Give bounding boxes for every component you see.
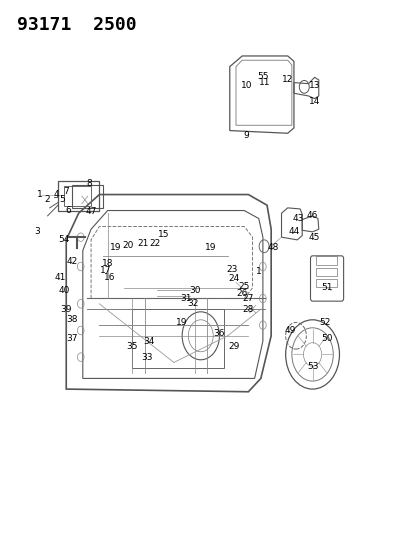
Text: 18: 18 bbox=[102, 260, 113, 268]
Text: 17: 17 bbox=[100, 266, 111, 275]
Text: 52: 52 bbox=[318, 318, 330, 327]
Text: 29: 29 bbox=[228, 342, 239, 351]
Text: 46: 46 bbox=[306, 212, 318, 220]
Text: 9: 9 bbox=[243, 132, 249, 140]
Text: 5: 5 bbox=[59, 196, 65, 204]
Text: 35: 35 bbox=[126, 342, 138, 351]
Text: 1: 1 bbox=[255, 268, 261, 276]
Bar bbox=[132, 309, 223, 368]
Text: 26: 26 bbox=[236, 289, 247, 297]
Text: 37: 37 bbox=[66, 334, 78, 343]
Text: 8: 8 bbox=[86, 180, 92, 188]
Text: 47: 47 bbox=[85, 207, 97, 216]
Text: 42: 42 bbox=[66, 257, 78, 265]
Text: 14: 14 bbox=[308, 97, 320, 106]
Bar bbox=[315, 279, 336, 287]
Text: 6: 6 bbox=[65, 206, 71, 215]
Text: 3: 3 bbox=[34, 228, 40, 236]
Text: 40: 40 bbox=[58, 286, 70, 295]
Text: 45: 45 bbox=[308, 233, 320, 241]
Text: 11: 11 bbox=[259, 78, 270, 87]
Text: 28: 28 bbox=[242, 305, 254, 313]
Text: 19: 19 bbox=[110, 244, 121, 252]
Text: 50: 50 bbox=[320, 334, 332, 343]
Text: 54: 54 bbox=[58, 236, 70, 244]
Text: 38: 38 bbox=[66, 316, 78, 324]
Text: 12: 12 bbox=[281, 76, 293, 84]
Text: 34: 34 bbox=[143, 337, 154, 345]
Text: 36: 36 bbox=[213, 329, 225, 337]
Text: 49: 49 bbox=[283, 326, 295, 335]
Bar bbox=[315, 256, 336, 265]
Text: 13: 13 bbox=[308, 81, 320, 90]
Text: 25: 25 bbox=[238, 282, 249, 291]
Text: 24: 24 bbox=[228, 274, 239, 282]
Text: 53: 53 bbox=[306, 362, 318, 371]
Text: 19: 19 bbox=[176, 318, 188, 327]
Text: 43: 43 bbox=[292, 214, 303, 223]
Bar bbox=[58, 181, 99, 211]
Text: 39: 39 bbox=[60, 305, 72, 313]
Text: 55: 55 bbox=[256, 72, 268, 80]
Text: 20: 20 bbox=[122, 241, 134, 249]
Bar bbox=[72, 185, 103, 208]
Text: 22: 22 bbox=[149, 239, 161, 248]
Text: 23: 23 bbox=[225, 265, 237, 273]
Text: 1: 1 bbox=[36, 190, 42, 199]
Text: 15: 15 bbox=[157, 230, 169, 239]
Text: 44: 44 bbox=[287, 228, 299, 236]
Text: 2: 2 bbox=[45, 196, 50, 204]
Text: 33: 33 bbox=[141, 353, 152, 361]
Text: 7: 7 bbox=[63, 188, 69, 196]
Bar bbox=[315, 268, 336, 276]
Text: 41: 41 bbox=[54, 273, 66, 281]
Text: 4: 4 bbox=[53, 190, 59, 199]
Text: 19: 19 bbox=[205, 244, 216, 252]
Text: 21: 21 bbox=[137, 239, 148, 248]
Text: 31: 31 bbox=[180, 294, 192, 303]
Text: 51: 51 bbox=[320, 284, 332, 292]
Text: 10: 10 bbox=[240, 81, 252, 90]
Text: 27: 27 bbox=[242, 294, 254, 303]
Text: 32: 32 bbox=[186, 300, 198, 308]
Text: 93171  2500: 93171 2500 bbox=[17, 16, 136, 34]
Text: 30: 30 bbox=[188, 286, 200, 295]
Text: 16: 16 bbox=[104, 273, 115, 281]
Text: 48: 48 bbox=[267, 244, 278, 252]
Bar bbox=[64, 186, 91, 206]
